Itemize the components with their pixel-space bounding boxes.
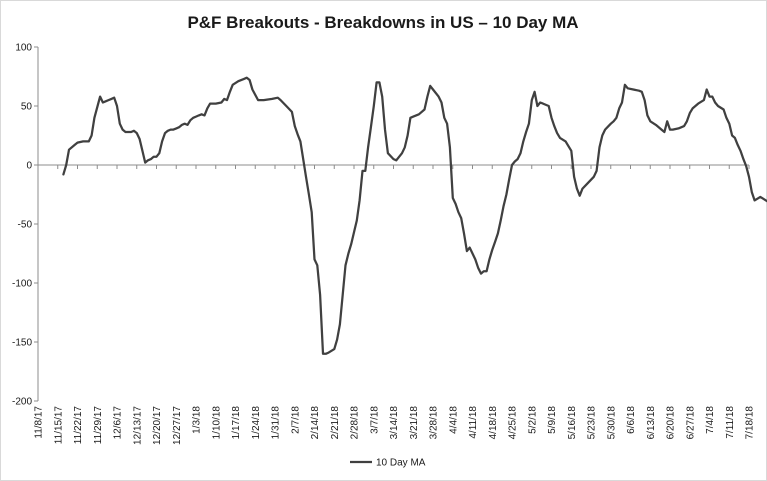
x-tick-label: 3/28/18: [429, 406, 440, 440]
x-tick-label: 2/7/18: [290, 406, 301, 434]
x-tick-label: 5/16/18: [567, 406, 578, 440]
x-tick-label: 2/21/18: [330, 406, 341, 440]
x-tick-label: 5/2/18: [527, 406, 538, 434]
y-tick-label: 50: [21, 102, 33, 113]
x-tick-label: 5/9/18: [547, 406, 558, 434]
x-tick-label: 12/20/17: [152, 406, 163, 445]
x-axis: 11/8/17 11/15/17 11/22/17 11/29/17 12/6/17 12…: [34, 164, 756, 445]
x-tick-label: 11/22/17: [73, 406, 84, 445]
x-tick-label: 4/4/18: [448, 406, 459, 434]
x-tick-label: 6/27/18: [685, 406, 696, 440]
chart-title: P&F Breakouts - Breakdowns in US – 10 Da…: [187, 13, 578, 32]
x-tick-label: 5/30/18: [606, 406, 617, 440]
x-tick-label: 1/31/18: [271, 406, 282, 440]
x-tick-label: 7/4/18: [705, 406, 716, 434]
x-tick-label: 4/11/18: [468, 406, 479, 439]
legend: 10 Day MA: [350, 458, 426, 469]
x-tick-label: 1/24/18: [251, 406, 262, 440]
x-tick-label: 4/25/18: [508, 406, 519, 440]
x-tick-label: 5/23/18: [587, 406, 598, 440]
x-tick-label: 6/6/18: [626, 406, 637, 434]
x-tick-label: 7/11/18: [725, 406, 736, 439]
x-tick-label: 7/18/18: [745, 406, 756, 440]
x-tick-label: 6/13/18: [646, 406, 657, 440]
x-tick-label: 3/7/18: [369, 406, 380, 434]
x-tick-label: 1/17/18: [231, 406, 242, 440]
y-tick-label: -50: [18, 220, 33, 231]
x-tick-label: 1/3/18: [192, 406, 203, 434]
y-axis: 100 50 0 -50 -100 -150 -200: [12, 43, 39, 408]
x-tick-label: 1/10/18: [211, 406, 222, 440]
x-tick-label: 4/18/18: [488, 406, 499, 440]
x-tick-label: 11/15/17: [53, 406, 64, 445]
x-tick-label: 11/29/17: [93, 406, 104, 445]
legend-label: 10 Day MA: [376, 458, 426, 469]
x-tick-label: 2/14/18: [310, 406, 321, 440]
x-tick-label: 3/14/18: [389, 406, 400, 440]
y-tick-label: -150: [12, 338, 32, 349]
x-tick-label: 2/28/18: [350, 406, 361, 440]
y-tick-label: 0: [26, 161, 32, 172]
y-tick-label: 100: [15, 43, 32, 54]
x-tick-label: 3/21/18: [409, 406, 420, 440]
x-tick-label: 12/6/17: [113, 406, 124, 440]
y-tick-label: -200: [12, 397, 32, 408]
x-tick-label: 6/20/18: [666, 406, 677, 440]
y-tick-label: -100: [12, 279, 32, 290]
series-layer: [62, 76, 767, 355]
x-tick-label: 12/27/17: [172, 406, 183, 445]
x-tick-label: 11/8/17: [34, 406, 45, 439]
series-line-0: [62, 76, 767, 355]
x-tick-label: 12/13/17: [132, 406, 143, 445]
